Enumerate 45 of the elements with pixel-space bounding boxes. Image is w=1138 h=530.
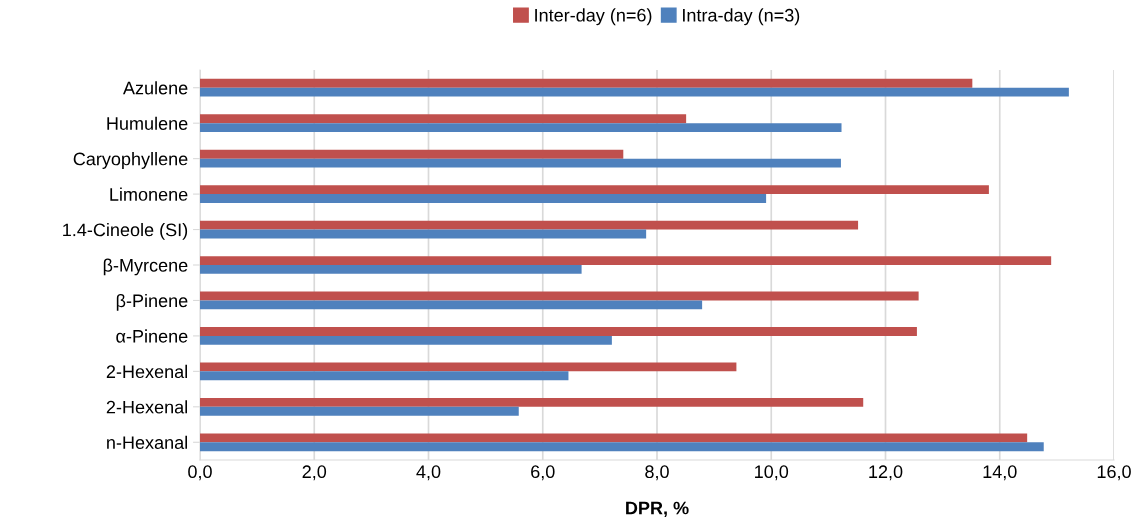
legend-label: Inter-day (n=6): [535, 8, 652, 26]
bar: [200, 158, 841, 168]
x-tick-label: 8,0: [645, 465, 669, 481]
bar: [200, 114, 687, 124]
x-tick-label: 16,0: [1097, 465, 1131, 481]
y-tick-label: 1.4-Cineole (SI): [63, 223, 188, 240]
bar: [200, 442, 1044, 452]
bar: [200, 300, 703, 310]
y-tick-label: Caryophyllene: [73, 152, 188, 169]
bar: [200, 185, 989, 195]
x-tick-label: 10,0: [755, 465, 789, 481]
bar: [200, 265, 582, 274]
y-tick-label: n-Hexanal: [107, 435, 187, 449]
bar: [200, 123, 842, 133]
x-tick-label: 6,0: [531, 465, 555, 481]
bar: [200, 397, 864, 407]
bar: [200, 327, 917, 336]
x-tick-label: 12,0: [869, 465, 903, 481]
bar: [200, 256, 1052, 265]
bar: [200, 335, 612, 345]
bar: [200, 433, 1028, 443]
bar: [200, 371, 569, 381]
y-tick-label: 2-Hexenal: [106, 364, 187, 379]
bar: [200, 229, 647, 239]
x-tick-label: 14,0: [983, 465, 1017, 481]
y-tick-label: Humulene: [107, 116, 188, 130]
bar: [200, 78, 973, 88]
x-axis-title: DPR, %: [626, 501, 689, 518]
y-tick-label: Azulene: [122, 81, 188, 95]
bar: [200, 291, 919, 301]
bar: [200, 149, 624, 159]
bar: [200, 220, 859, 230]
y-tick-label: α-Pinene: [116, 329, 188, 343]
y-tick-label: 2-Hexenal: [106, 400, 187, 414]
bar: [200, 194, 767, 203]
y-tick-label: Limonene: [110, 187, 188, 201]
x-tick-label: 4,0: [416, 465, 441, 481]
x-tick-label: 2,0: [302, 465, 327, 481]
bar: [200, 362, 737, 372]
x-tick-label: 0,0: [188, 465, 212, 481]
y-tick-label: β-Pinene: [116, 293, 188, 311]
y-tick-label: β-Myrcene: [103, 258, 188, 276]
bar: [200, 406, 519, 416]
legend-label: Intra-day (n=3): [683, 8, 800, 26]
bar: [200, 87, 1069, 97]
